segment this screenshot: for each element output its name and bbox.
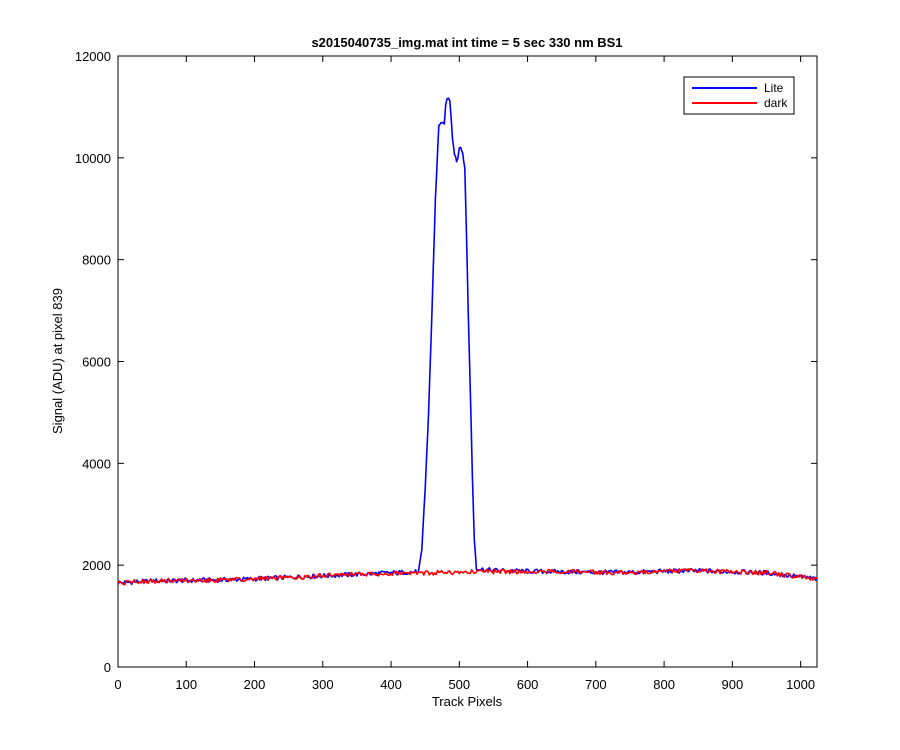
x-tick-label: 600 <box>517 677 539 692</box>
legend-box <box>683 76 795 115</box>
y-tick-label: 8000 <box>82 253 111 268</box>
series-line-dark <box>117 568 818 586</box>
legend-label-lite: Lite <box>764 81 784 95</box>
x-tick-label: 700 <box>585 677 607 692</box>
x-tick-label: 100 <box>175 677 197 692</box>
x-tick-label: 400 <box>380 677 402 692</box>
legend-label-dark: dark <box>764 96 788 110</box>
x-tick-label: 300 <box>312 677 334 692</box>
tick-layer: 0 100 200 300 400 500 600 700 800 900 100002000400… <box>75 49 817 692</box>
x-tick-label: 800 <box>653 677 675 692</box>
y-tick-label: 4000 <box>82 456 111 471</box>
x-tick-label: 500 <box>448 677 470 692</box>
series-layer <box>117 97 818 586</box>
y-tick-label: 0 <box>104 660 111 675</box>
y-tick-label: 2000 <box>82 558 111 573</box>
chart-title: s2015040735_img.mat int time = 5 sec 330… <box>311 35 622 50</box>
x-tick-label: 200 <box>244 677 266 692</box>
x-tick-label: 900 <box>722 677 744 692</box>
x-axis-label: Track Pixels <box>432 694 503 709</box>
x-tick-label: 1000 <box>786 677 815 692</box>
y-tick-label: 6000 <box>82 355 111 370</box>
y-tick-label: 10000 <box>75 151 111 166</box>
series-line-lite <box>117 97 818 586</box>
y-axis-label: Signal (ADU) at pixel 839 <box>50 288 65 434</box>
y-tick-label: 12000 <box>75 49 111 64</box>
legend: Lite dark <box>683 76 795 115</box>
plot-area: 0 100 200 300 400 500 600 700 800 900 100002000400… <box>75 49 818 692</box>
x-tick-label: 0 <box>114 677 121 692</box>
